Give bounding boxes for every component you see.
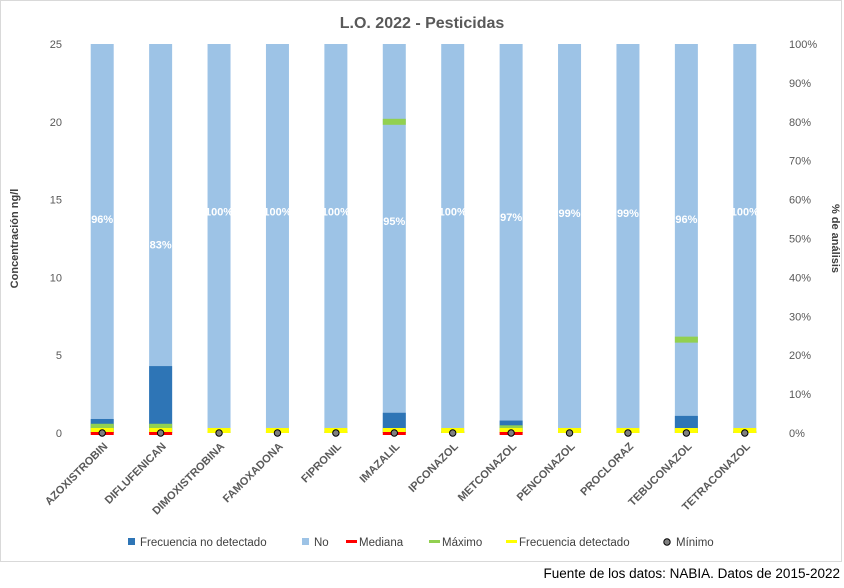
y2-tick-label: 100% — [789, 39, 817, 51]
no-bar — [733, 44, 757, 433]
no-bar — [616, 44, 640, 433]
y2-tick-label: 90% — [789, 78, 811, 90]
no-percent-label: 99% — [617, 208, 639, 220]
y-tick-label: 25 — [50, 39, 62, 51]
legend-label: Máximo — [442, 537, 482, 549]
no-bar — [499, 44, 523, 433]
minimo-marker — [624, 429, 632, 437]
no-percent-label: 96% — [91, 214, 113, 226]
y-tick-label: 15 — [50, 195, 62, 207]
minimo-marker — [682, 429, 691, 437]
minimo-marker — [273, 429, 282, 437]
no-bar — [207, 44, 231, 433]
legend-label: No — [314, 537, 329, 549]
no-percent-label: 97% — [500, 212, 522, 224]
y2-tick-label: 20% — [789, 350, 811, 362]
minimo-marker — [156, 429, 165, 437]
no-percent-label: 100% — [205, 206, 233, 218]
category-label: PENCONAZOL — [515, 440, 578, 503]
no-bar — [324, 44, 348, 433]
no-bar — [441, 44, 465, 433]
no-percent-label: 99% — [559, 208, 581, 220]
minimo-marker — [390, 429, 398, 437]
legend-swatch — [506, 540, 517, 543]
legend-label: Frecuencia detectado — [519, 537, 630, 549]
y-tick-label: 5 — [56, 350, 62, 362]
y2-tick-label: 40% — [789, 272, 811, 284]
y-tick-label: 10 — [50, 272, 62, 284]
y-tick-label: 0 — [56, 428, 62, 440]
minimo-marker — [507, 429, 515, 437]
legend-swatch — [128, 538, 135, 545]
legend-label: Frecuencia no detectado — [140, 537, 267, 549]
no-percent-label: 100% — [263, 206, 291, 218]
minimo-marker — [565, 429, 574, 437]
category-label: PROCLORAZ — [578, 440, 636, 498]
legend-swatch — [346, 540, 357, 543]
category-label: FIPRONIL — [299, 440, 344, 485]
source-note: Fuente de los datos: NABIA. Datos de 201… — [543, 566, 840, 581]
minimo-marker — [449, 429, 457, 437]
y2-tick-label: 0% — [789, 428, 805, 440]
y-axis-title: Concentración ng/l — [9, 189, 21, 289]
y2-tick-label: 60% — [789, 195, 811, 207]
category-label: TEBUCONAZOL — [626, 440, 694, 508]
no-bar — [558, 44, 582, 433]
y-tick-label: 20 — [50, 117, 62, 129]
no-percent-label: 100% — [439, 206, 467, 218]
pesticide-chart: L.O. 2022 - Pesticidas 0 5 10 15 20 25 0% 10% 20%… — [9, 15, 841, 549]
maximo-marker — [149, 423, 173, 430]
minimo-marker — [741, 429, 749, 437]
legend-label: Mediana — [359, 537, 404, 549]
freq-no-detectado-bar — [149, 366, 173, 433]
y2-tick-label: 70% — [789, 156, 811, 168]
no-percent-label: 100% — [731, 206, 759, 218]
y2-tick-label: 30% — [789, 311, 811, 323]
maximo-marker — [90, 423, 114, 430]
maximo-marker — [382, 118, 406, 125]
legend-swatch — [302, 538, 309, 545]
category-label: IMAZALIL — [358, 440, 403, 485]
y2-tick-label: 80% — [789, 117, 811, 129]
legend-swatch — [663, 538, 671, 546]
category-label: DIFLUFENICAN — [103, 441, 169, 507]
minimo-marker — [98, 429, 106, 437]
category-label: FAMOXADONA — [221, 441, 286, 506]
legend-label: Mínimo — [676, 537, 714, 549]
maximo-marker — [674, 336, 698, 343]
chart-title: L.O. 2022 - Pesticidas — [340, 15, 505, 32]
y2-tick-label: 50% — [789, 234, 811, 246]
legend-swatch — [429, 540, 440, 543]
no-bar — [90, 44, 114, 433]
no-bar — [265, 44, 289, 433]
no-percent-label: 100% — [322, 206, 350, 218]
minimo-marker — [332, 429, 340, 437]
freq-no-detectado-bar — [382, 412, 406, 433]
no-bar — [674, 44, 698, 433]
no-bar — [382, 44, 406, 433]
no-bar — [149, 44, 173, 433]
category-label: AZOXISTROBIN — [43, 441, 110, 508]
no-percent-label: 96% — [675, 214, 697, 226]
y2-tick-label: 10% — [789, 389, 811, 401]
chart-frame — [0, 0, 842, 562]
category-label: IPCONAZOL — [407, 440, 461, 494]
category-label: METCONAZOL — [456, 440, 520, 504]
y2-axis-title: % de análisis — [829, 204, 841, 273]
no-percent-label: 83% — [150, 239, 172, 251]
no-percent-label: 95% — [383, 216, 405, 228]
minimo-marker — [215, 429, 223, 437]
